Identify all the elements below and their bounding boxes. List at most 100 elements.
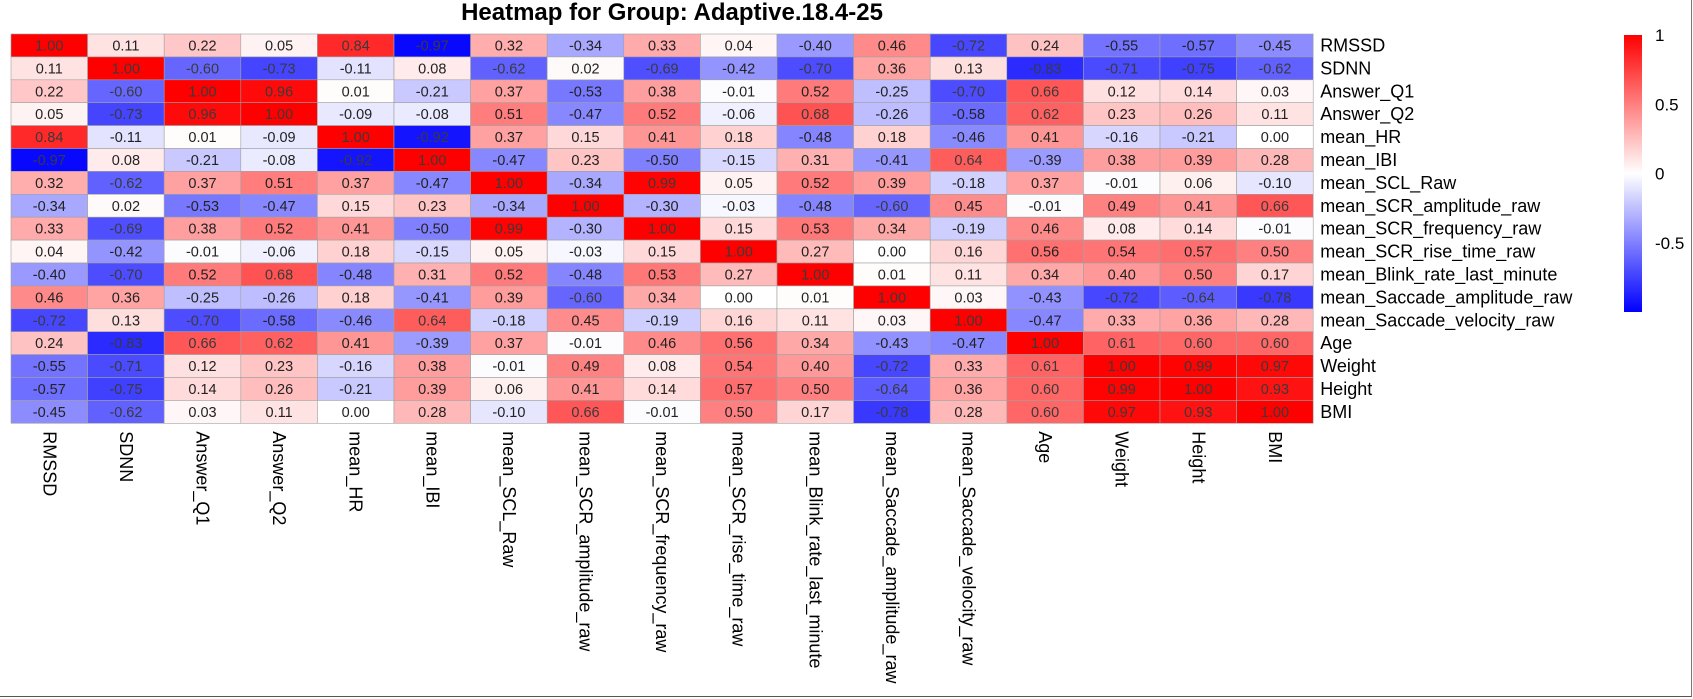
- cell-value-label: -0.58: [952, 107, 985, 123]
- cell-value-label: -0.41: [875, 153, 908, 169]
- cell-value-label: 0.39: [878, 176, 906, 192]
- cell-value-label: 0.46: [35, 290, 63, 306]
- cell-value-label: 0.60: [1261, 336, 1289, 352]
- cell-value-label: 0.41: [1184, 199, 1212, 215]
- cell-value-label: -0.01: [186, 245, 219, 261]
- cell-value-label: 1.00: [648, 222, 676, 238]
- cell-value-label: 0.68: [265, 267, 293, 283]
- cell-value-label: 0.05: [725, 176, 753, 192]
- row-label-mean-scl-raw: mean_SCL_Raw: [1320, 173, 1457, 194]
- column-label-sdnn: SDNN: [116, 431, 136, 482]
- cell-value-label: 0.49: [571, 359, 599, 375]
- cell-value-label: 0.08: [648, 359, 676, 375]
- cell-value-label: -0.62: [492, 61, 525, 77]
- cell-value-label: 0.05: [495, 245, 523, 261]
- cell-value-label: 0.64: [954, 153, 982, 169]
- cell-value-label: 0.15: [571, 130, 599, 146]
- cell-value-label: 0.38: [418, 359, 446, 375]
- cell-value-label: -0.25: [875, 84, 908, 100]
- cell-value-label: 0.41: [571, 382, 599, 398]
- column-label-mean-blink-rate-last-minute: mean_Blink_rate_last_minute: [804, 431, 825, 668]
- cell-value-label: 0.50: [1184, 267, 1212, 283]
- row-label-answer-q2: Answer_Q2: [1320, 104, 1414, 125]
- cell-value-label: -0.73: [263, 61, 296, 77]
- cell-value-label: 0.31: [418, 267, 446, 283]
- cell-value-label: 0.39: [495, 290, 523, 306]
- cell-value-label: -0.60: [569, 290, 602, 306]
- cell-value-label: -0.78: [1258, 290, 1291, 306]
- cell-value-label: -0.50: [646, 153, 679, 169]
- cell-value-label: -0.48: [569, 267, 602, 283]
- cell-value-label: -0.48: [799, 199, 832, 215]
- cell-value-label: -0.47: [569, 107, 602, 123]
- cell-value-label: -0.72: [875, 359, 908, 375]
- cell-value-label: 0.11: [266, 405, 293, 421]
- cell-value-label: -0.19: [646, 313, 679, 329]
- column-label-weight: Weight: [1112, 431, 1132, 487]
- cell-value-label: 0.50: [801, 382, 829, 398]
- cell-value-label: 0.02: [112, 199, 140, 215]
- heatmap-cell-bmi-bmi: [1236, 400, 1314, 424]
- cell-value-label: -0.39: [1029, 153, 1062, 169]
- legend-tick-label: 1: [1655, 26, 1664, 45]
- cell-value-label: 0.62: [1031, 107, 1059, 123]
- cell-value-label: -0.40: [33, 267, 66, 283]
- row-label-mean-scr-rise-time-raw: mean_SCR_rise_time_raw: [1320, 242, 1536, 263]
- cell-value-label: -0.25: [186, 290, 219, 306]
- cell-value-label: -0.72: [33, 313, 66, 329]
- cell-value-label: 1.00: [725, 245, 753, 261]
- row-label-mean-saccade-amplitude-raw: mean_Saccade_amplitude_raw: [1320, 287, 1573, 308]
- cell-value-label: -0.83: [109, 336, 142, 352]
- cell-value-label: -0.62: [1258, 61, 1291, 77]
- column-labels: RMSSD SDNN Answer_Q1 Answer_Q2 mean_HR mean_I…: [39, 431, 1285, 684]
- chart-title: Heatmap for Group: Adaptive.18.4-25: [461, 0, 883, 26]
- cell-value-label: 0.40: [1108, 267, 1136, 283]
- cell-value-label: 0.14: [1184, 222, 1212, 238]
- cell-value-label: -0.21: [416, 84, 449, 100]
- cell-value-label: 1.00: [1261, 405, 1289, 421]
- column-label-answer-q2: Answer_Q2: [268, 431, 289, 525]
- cell-value-label: 0.26: [265, 382, 293, 398]
- cell-value-label: 0.13: [954, 61, 982, 77]
- cell-value-label: -0.10: [492, 405, 525, 421]
- cell-value-label: -0.48: [339, 267, 372, 283]
- cell-value-label: 0.84: [342, 38, 370, 54]
- cell-value-label: 0.54: [725, 359, 753, 375]
- cell-value-label: 0.27: [725, 267, 753, 283]
- cell-value-label: 0.40: [801, 359, 829, 375]
- cell-value-label: -0.60: [109, 84, 142, 100]
- column-label-mean-scr-frequency-raw: mean_SCR_frequency_raw: [651, 431, 672, 653]
- cell-value-label: 0.37: [495, 130, 523, 146]
- cell-value-label: 1.00: [571, 199, 599, 215]
- cell-value-label: 0.60: [1184, 336, 1212, 352]
- cell-value-label: 0.66: [571, 405, 599, 421]
- cell-value-label: -0.60: [186, 61, 219, 77]
- cell-value-label: -0.18: [492, 313, 525, 329]
- cell-value-label: 0.68: [801, 107, 829, 123]
- cell-value-label: 0.38: [1108, 153, 1136, 169]
- cell-value-label: 0.45: [954, 199, 982, 215]
- cell-value-label: -0.18: [952, 176, 985, 192]
- cell-value-label: 0.27: [801, 245, 829, 261]
- cell-value-label: 1.00: [112, 61, 140, 77]
- cell-value-label: 0.12: [1108, 84, 1136, 100]
- cell-value-label: -0.34: [569, 176, 602, 192]
- cell-value-label: 0.62: [265, 336, 293, 352]
- cell-value-label: 1.00: [801, 267, 829, 283]
- cell-value-label: 0.01: [342, 84, 370, 100]
- cell-value-label: 0.23: [418, 199, 446, 215]
- cell-value-label: -0.60: [875, 199, 908, 215]
- cell-value-label: 0.28: [954, 405, 982, 421]
- row-label-answer-q1: Answer_Q1: [1320, 81, 1414, 102]
- cell-value-label: -0.46: [339, 313, 372, 329]
- cell-value-label: 0.00: [1261, 130, 1289, 146]
- cell-value-label: 0.37: [495, 336, 523, 352]
- legend-tick-label: 0: [1655, 165, 1664, 184]
- cell-value-label: 0.23: [1108, 107, 1136, 123]
- cell-value-label: -0.43: [875, 336, 908, 352]
- cell-value-label: 0.14: [648, 382, 676, 398]
- cell-value-label: 0.56: [725, 336, 753, 352]
- cell-value-label: -0.97: [33, 153, 66, 169]
- cell-value-label: 0.52: [801, 84, 829, 100]
